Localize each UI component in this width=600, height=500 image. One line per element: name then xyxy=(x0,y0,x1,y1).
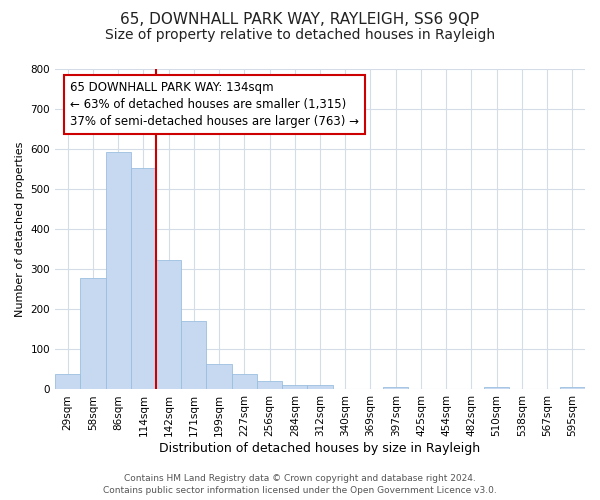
X-axis label: Distribution of detached houses by size in Rayleigh: Distribution of detached houses by size … xyxy=(160,442,481,455)
Y-axis label: Number of detached properties: Number of detached properties xyxy=(15,142,25,317)
Bar xyxy=(484,388,509,390)
Bar xyxy=(131,168,156,390)
Bar xyxy=(383,388,409,390)
Text: 65 DOWNHALL PARK WAY: 134sqm
← 63% of detached houses are smaller (1,315)
37% of: 65 DOWNHALL PARK WAY: 134sqm ← 63% of de… xyxy=(70,81,359,128)
Bar xyxy=(257,382,282,390)
Bar xyxy=(80,278,106,390)
Bar xyxy=(156,260,181,390)
Bar xyxy=(282,386,307,390)
Bar xyxy=(560,388,585,390)
Bar xyxy=(232,374,257,390)
Bar xyxy=(181,322,206,390)
Text: 65, DOWNHALL PARK WAY, RAYLEIGH, SS6 9QP: 65, DOWNHALL PARK WAY, RAYLEIGH, SS6 9QP xyxy=(121,12,479,28)
Bar xyxy=(206,364,232,390)
Bar xyxy=(55,374,80,390)
Text: Size of property relative to detached houses in Rayleigh: Size of property relative to detached ho… xyxy=(105,28,495,42)
Bar xyxy=(307,386,332,390)
Text: Contains HM Land Registry data © Crown copyright and database right 2024.
Contai: Contains HM Land Registry data © Crown c… xyxy=(103,474,497,495)
Bar xyxy=(106,152,131,390)
